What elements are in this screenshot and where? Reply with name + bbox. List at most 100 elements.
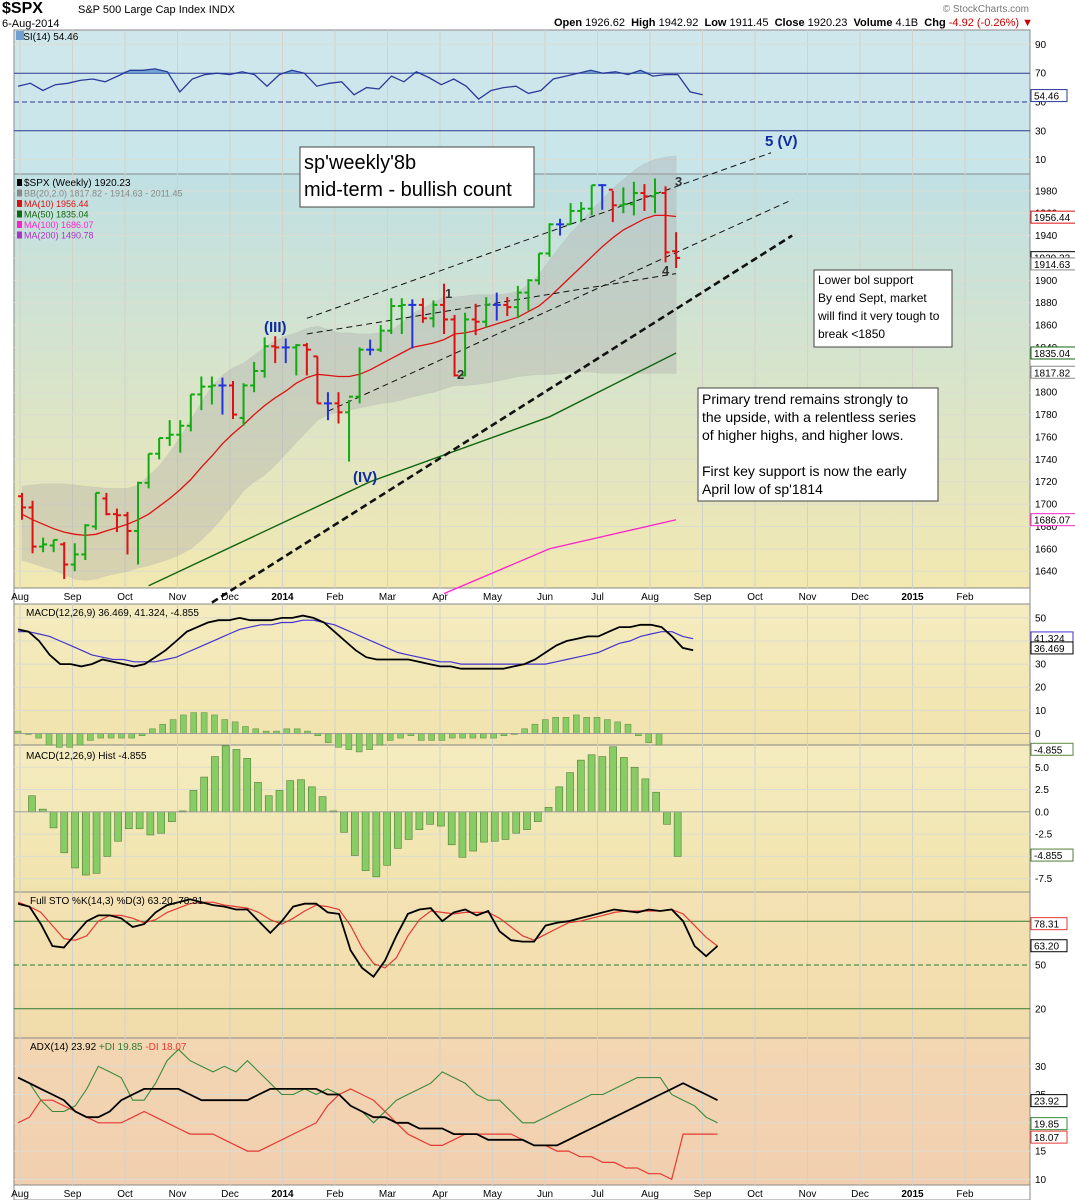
macd-hist-bar	[469, 733, 477, 739]
ohlc-bar	[440, 283, 448, 335]
macd-hist-bar	[458, 811, 467, 858]
macd-hist-bar	[307, 786, 316, 813]
last-value-label: 23.92	[1034, 1097, 1059, 1108]
ohlc-bar	[345, 395, 354, 462]
macd-hist-bar	[351, 811, 359, 856]
macd-hist-bar	[523, 811, 531, 830]
macd-hist-bar	[180, 714, 187, 734]
macd-hist-bar	[598, 756, 607, 813]
macd-hist-bar	[480, 811, 488, 843]
y-tick-label: 1760	[1035, 432, 1058, 443]
ohlc-readout: Open 1926.62 High 1942.92 Low 1911.45 Cl…	[554, 17, 1033, 29]
macd-hist-bar	[35, 733, 42, 739]
macd-panel-background	[13, 603, 1031, 746]
ohlc-bar	[534, 252, 543, 285]
ohlc-bar	[271, 336, 280, 364]
annotation-primary-trend-line: of higher highs, and higher lows.	[702, 427, 904, 443]
ohlc-bar	[334, 392, 343, 424]
annotation-bol-support-frame	[813, 269, 953, 348]
last-value-label: 19.85	[1034, 1120, 1059, 1131]
macd-hist-bar	[437, 811, 445, 827]
x-tick-label: Mar	[379, 592, 397, 603]
ohlc-bar	[81, 524, 90, 561]
macd-hist-bar	[190, 712, 198, 734]
y-tick-label: 1880	[1035, 298, 1058, 309]
macd-hist-bar	[71, 811, 79, 869]
ohlc-bar	[186, 393, 195, 432]
plus-di-line	[17, 1048, 718, 1124]
ohlc-bar	[387, 298, 396, 335]
rsi-line	[17, 68, 703, 100]
ohlc-bar	[366, 339, 375, 356]
wave-1-label: 1	[445, 286, 452, 301]
rsi-legend: RSI(14) 54.46	[16, 32, 79, 43]
macd-line	[17, 614, 694, 670]
price-legend-entry: MA(100) 1686.07	[24, 220, 94, 230]
wave-2-label: 2	[457, 367, 464, 382]
last-value-box	[1030, 1117, 1068, 1131]
macd-hist-bar	[103, 811, 112, 857]
y-tick-label: 20	[1035, 683, 1047, 694]
price-legend-swatch	[17, 179, 22, 186]
macd-hist-bar	[211, 756, 219, 813]
macd-hist-bar	[372, 811, 381, 878]
y-tick-label: 30	[1035, 1062, 1047, 1073]
stockcharts-credit: © StockCharts.com	[942, 4, 1029, 15]
open-label: Open	[553, 17, 583, 29]
ohlc-bar	[503, 297, 512, 317]
last-value-box	[1030, 848, 1074, 862]
symbol-title: $SPX	[2, 0, 43, 17]
last-value-box	[1030, 939, 1068, 953]
last-value-box	[1030, 641, 1074, 655]
last-value-label: 1686.07	[1034, 516, 1071, 527]
wave-v-label: 5 (V)	[765, 133, 798, 150]
last-value-label: 1956.44	[1034, 213, 1071, 224]
x-tick-label: Dec	[221, 1189, 239, 1200]
price-panel-background	[13, 173, 1031, 589]
ohlc-bar	[482, 297, 491, 328]
macd-hist-bar	[252, 728, 260, 734]
macd-hist-bar	[552, 717, 559, 734]
annotation-bol-support-line: By end Sept, market	[818, 291, 927, 305]
volume-value: 4.1B	[895, 17, 919, 29]
annotation-primary-trend-line: First key support is now the early	[702, 463, 907, 479]
index-name: S&P 500 Large Cap Index INDX	[78, 4, 235, 16]
ohlc-bar	[260, 337, 269, 378]
macd-hist-bar	[107, 733, 115, 739]
sto-legend: Full STO %K(14,3) %D(3) 63.20, 78.31	[30, 896, 204, 907]
last-value-box	[1030, 742, 1074, 756]
ohlc-bar	[661, 186, 670, 263]
macd-hist-bar	[673, 811, 682, 857]
x-tick-label: Sep	[694, 592, 712, 603]
macd-hist-bar	[521, 728, 528, 734]
y-tick-label: 1800	[1035, 388, 1058, 399]
macd-hist-bar	[501, 811, 510, 840]
price-legend-entry: BB(20,2.0) 1817.82 - 1914.63 - 2011.45	[24, 189, 182, 199]
channel-upper-line	[306, 152, 772, 319]
ohlc-bar	[513, 285, 522, 319]
last-value-box	[1030, 1094, 1068, 1108]
macd-hist-bar	[114, 811, 122, 842]
y-tick-label: 1720	[1035, 477, 1058, 488]
macd-hist-bar	[297, 779, 305, 813]
last-value-label: 63.20	[1034, 942, 1059, 953]
macd-hist-bar	[448, 733, 456, 739]
macd-hist-bar	[542, 719, 549, 734]
macd-hist-bar	[56, 733, 63, 748]
macd-hist-bar	[28, 795, 36, 813]
x-tick-label: 2014	[271, 1189, 294, 1200]
ohlc-bar	[577, 201, 586, 223]
macd-hist-bar	[324, 733, 332, 743]
ohlc-bar	[197, 376, 206, 411]
adx-legend: ADX(14) 23.92 +DI 19.85 -DI 18.07	[30, 1042, 187, 1053]
macd-hist-bar	[624, 723, 632, 734]
chg-value: -4.92 (-0.26%)	[948, 17, 1020, 29]
x-tick-label: Sep	[64, 592, 82, 603]
macd-hist-bar	[562, 717, 570, 734]
price-legend-entry: MA(10) 1956.44	[24, 199, 89, 209]
annotation-bol-support-line: will find it very tough to	[817, 309, 940, 323]
macd-hist-legend: MACD(12,26,9) Hist -4.855	[26, 751, 147, 762]
ohlc-bar	[450, 314, 459, 377]
macd-hist-bar	[490, 811, 499, 842]
x-tick-label: Jun	[537, 1189, 553, 1200]
